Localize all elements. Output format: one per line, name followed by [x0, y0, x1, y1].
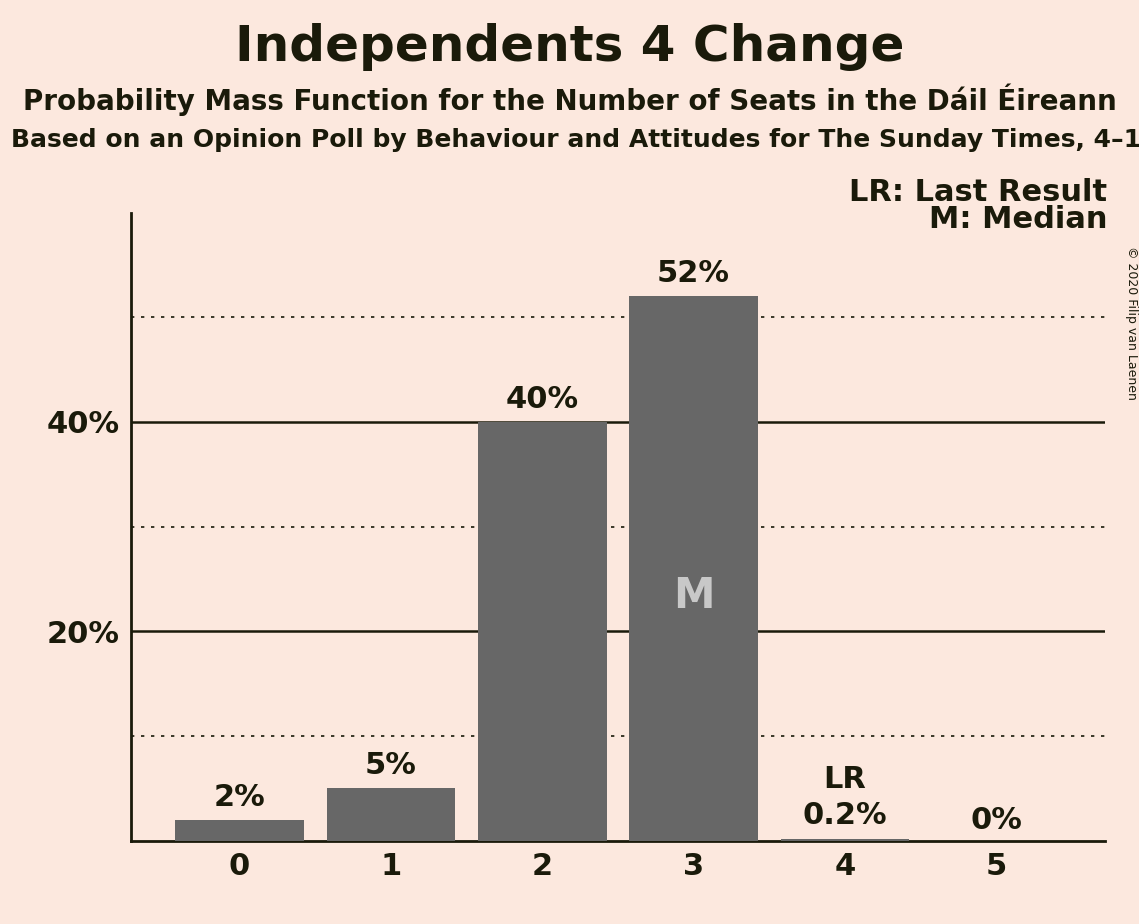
Bar	[327, 788, 456, 841]
Text: 52%: 52%	[657, 259, 730, 288]
Text: Independents 4 Change: Independents 4 Change	[235, 23, 904, 71]
Text: LR
0.2%: LR 0.2%	[803, 765, 887, 831]
Bar	[629, 297, 757, 841]
Text: Based on an Opinion Poll by Behaviour and Attitudes for The Sunday Times, 4–14 J: Based on an Opinion Poll by Behaviour an…	[11, 128, 1139, 152]
Text: M: Median: M: Median	[928, 205, 1107, 235]
Text: 0%: 0%	[970, 806, 1022, 834]
Text: 2%: 2%	[214, 783, 265, 811]
Text: © 2020 Filip van Laenen: © 2020 Filip van Laenen	[1124, 247, 1138, 400]
Text: 5%: 5%	[364, 751, 417, 780]
Bar	[780, 839, 909, 841]
Text: 40%: 40%	[506, 384, 579, 414]
Text: LR: Last Result: LR: Last Result	[849, 177, 1107, 207]
Bar	[175, 820, 304, 841]
Text: Probability Mass Function for the Number of Seats in the Dáil Éireann: Probability Mass Function for the Number…	[23, 83, 1116, 116]
Text: M: M	[673, 575, 714, 617]
Bar	[478, 422, 607, 841]
